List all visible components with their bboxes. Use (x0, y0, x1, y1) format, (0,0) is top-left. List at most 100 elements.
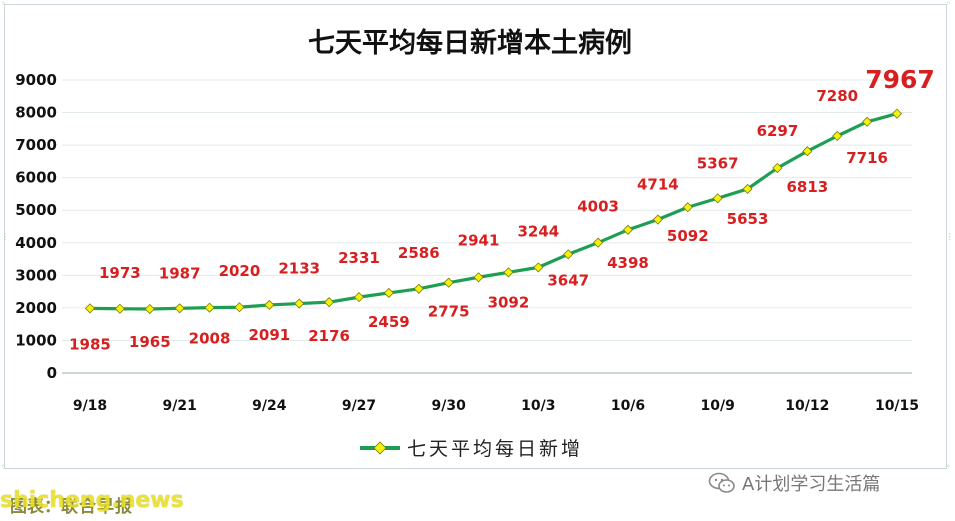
x-tick-label: 9/24 (252, 398, 287, 414)
y-tick-label: 5000 (15, 201, 57, 219)
y-tick-label: 1000 (15, 331, 57, 349)
data-point[interactable] (443, 277, 454, 288)
series-layer (84, 108, 903, 315)
data-point[interactable] (772, 162, 783, 174)
data-point[interactable] (294, 298, 305, 309)
data-label: 4003 (577, 198, 619, 216)
source-caption: 图表：联合早报 (10, 492, 133, 517)
data-label: 4398 (607, 254, 649, 272)
y-tick-label: 9000 (15, 71, 57, 89)
data-label: 5092 (667, 227, 709, 245)
data-label: 2331 (338, 249, 380, 267)
data-label: 1965 (129, 333, 171, 351)
data-point[interactable] (712, 193, 723, 204)
y-tick-label: 2000 (15, 299, 57, 317)
data-label: 2459 (368, 313, 410, 331)
data-label: 4714 (637, 176, 679, 194)
data-point[interactable] (832, 130, 843, 142)
x-tick-label: 10/6 (611, 398, 645, 414)
x-axis-ticks: 9/18 9/21 9/24 9/27 9/30 10/3 10/6 10/9 10/12 10/… (73, 398, 919, 414)
data-point[interactable] (802, 146, 813, 157)
data-point[interactable] (533, 262, 544, 273)
resize-handle-bottom-right: ◦ (946, 462, 951, 471)
data-point[interactable] (84, 303, 96, 314)
x-tick-label: 9/30 (431, 398, 466, 414)
data-label: 3647 (547, 271, 589, 289)
data-label: 2941 (458, 231, 500, 249)
data-label: 2133 (278, 260, 320, 278)
data-label: 2775 (428, 303, 470, 321)
wechat-icon (708, 472, 735, 493)
data-label: 2586 (398, 244, 440, 262)
legend-label: 七天平均每日新增 (407, 438, 583, 460)
data-point[interactable] (383, 287, 394, 299)
source-label: 图表： (10, 497, 61, 517)
resize-handle-left: ⋮ (1, 232, 9, 241)
data-point[interactable] (353, 292, 365, 303)
data-label: 2176 (308, 327, 350, 345)
data-label: 3244 (517, 222, 559, 240)
wechat-watermark: A计划学习生活篇 (708, 470, 880, 496)
data-point[interactable] (324, 297, 335, 308)
chart-frame (4, 4, 947, 469)
data-point[interactable] (682, 202, 693, 213)
data-labels: 1985 1973 1965 1987 2008 2020 2091 2133 2176 2331… (69, 65, 935, 353)
data-point[interactable] (413, 283, 424, 294)
source-credit: 联合早报 (61, 497, 133, 517)
data-label: 5653 (727, 210, 769, 228)
data-label: 1987 (159, 264, 201, 282)
data-point[interactable] (204, 302, 215, 313)
resize-handle-right: ⋮ (946, 232, 954, 241)
x-tick-label: 10/3 (521, 398, 555, 414)
chart-title: 七天平均每日新增本土病例 (308, 27, 632, 59)
data-label: 2091 (248, 326, 290, 344)
data-point[interactable] (862, 116, 873, 127)
data-label: 3092 (488, 293, 530, 311)
x-tick-label: 9/21 (162, 398, 196, 414)
data-label: 6813 (786, 178, 828, 196)
y-axis-ticks: 0 1000 2000 3000 4000 5000 6000 7000 8000 9000 (15, 71, 57, 382)
resize-handle-bottom-left: ◦ (1, 462, 6, 471)
data-label: 7280 (816, 87, 858, 105)
y-tick-label: 6000 (15, 169, 57, 187)
data-label: 7716 (846, 149, 888, 167)
resize-handle-top-right: ◦ (946, 0, 951, 8)
x-tick-label: 10/15 (875, 398, 919, 414)
x-tick-label: 9/27 (342, 398, 376, 414)
y-tick-label: 0 (47, 364, 57, 382)
data-label: 6297 (757, 122, 799, 140)
data-point[interactable] (891, 108, 903, 119)
data-label: 5367 (697, 154, 739, 172)
data-point[interactable] (114, 303, 125, 314)
data-label-latest: 7967 (865, 65, 935, 94)
watermark-text: A计划学习生活篇 (742, 474, 881, 495)
y-tick-label: 8000 (15, 104, 57, 122)
data-point[interactable] (174, 303, 185, 314)
data-point[interactable] (593, 237, 604, 248)
x-tick-label: 10/12 (785, 398, 829, 414)
data-point[interactable] (234, 302, 245, 313)
data-point[interactable] (652, 214, 663, 225)
y-tick-label: 3000 (15, 266, 57, 284)
y-tick-label: 7000 (15, 136, 57, 154)
data-point[interactable] (264, 299, 275, 310)
series-line (89, 112, 898, 311)
data-point[interactable] (742, 183, 753, 195)
data-point[interactable] (144, 303, 155, 315)
data-label: 2020 (219, 262, 261, 280)
legend[interactable]: 七天平均每日新增 (360, 438, 583, 460)
x-tick-label: 10/9 (700, 398, 734, 414)
data-label: 1973 (99, 264, 141, 282)
data-point[interactable] (563, 249, 574, 260)
data-label: 2008 (189, 330, 231, 348)
site-watermark: shicheng.news (0, 488, 184, 513)
data-label: 1985 (69, 335, 111, 353)
x-tick-label: 9/18 (73, 398, 107, 414)
data-point[interactable] (622, 224, 634, 235)
resize-handle-top-left: ◦ (1, 0, 6, 8)
data-point[interactable] (473, 272, 484, 283)
data-point[interactable] (503, 267, 514, 278)
legend-marker-swatch (373, 441, 387, 455)
y-tick-label: 4000 (15, 234, 57, 252)
